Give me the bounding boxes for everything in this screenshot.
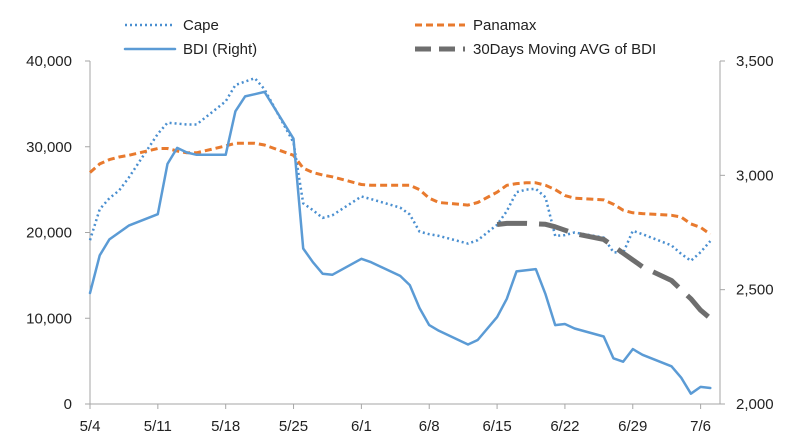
series-line-bdi-right	[88, 90, 712, 395]
legend-item: BDI (Right)	[123, 41, 257, 58]
legend-item: Panamax	[415, 17, 537, 34]
x-tick-label: 5/11	[144, 418, 172, 435]
legend-item: Cape	[125, 17, 219, 34]
left-y-tick-label: 40,000	[26, 53, 72, 70]
left-y-tick-label: 10,000	[26, 310, 72, 327]
axes: 0 10,000 20,000 30,000 40,000 2,000 2,500 3,000…	[26, 53, 773, 435]
series-group	[88, 76, 712, 395]
right-y-tick-label: 3,000	[736, 167, 774, 184]
x-tick-label: 6/29	[618, 418, 647, 435]
x-tick-label: 6/1	[351, 418, 372, 435]
right-y-tick-label: 2,000	[736, 396, 774, 413]
x-tick-label: 6/22	[550, 418, 579, 435]
x-tick-label: 5/18	[211, 418, 240, 435]
legend-item: 30Days Moving AVG of BDI	[415, 41, 656, 58]
right-y-tick-label: 2,500	[736, 282, 774, 299]
legend-label: 30Days Moving AVG of BDI	[473, 41, 656, 58]
x-tick-label: 6/15	[482, 418, 511, 435]
legend-label: BDI (Right)	[183, 41, 257, 58]
left-y-tick-label: 0	[64, 396, 72, 413]
x-tick-label: 7/6	[690, 418, 711, 435]
legend-label: Panamax	[473, 17, 537, 34]
x-tick-label: 5/25	[279, 418, 308, 435]
left-y-tick-label: 20,000	[26, 225, 72, 242]
right-y-tick-label: 3,500	[736, 53, 774, 70]
series-line-cape	[88, 76, 712, 263]
left-y-tick-label: 30,000	[26, 139, 72, 156]
legend-label: Cape	[183, 17, 219, 34]
legend: Cape Panamax BDI (Right) 30Days Moving AVG …	[123, 17, 656, 58]
x-tick-label: 6/8	[419, 418, 440, 435]
x-tick-label: 5/4	[80, 418, 101, 435]
series-line-30days-moving-avg-of-bdi	[496, 220, 712, 321]
series-line-panamax	[89, 141, 712, 236]
